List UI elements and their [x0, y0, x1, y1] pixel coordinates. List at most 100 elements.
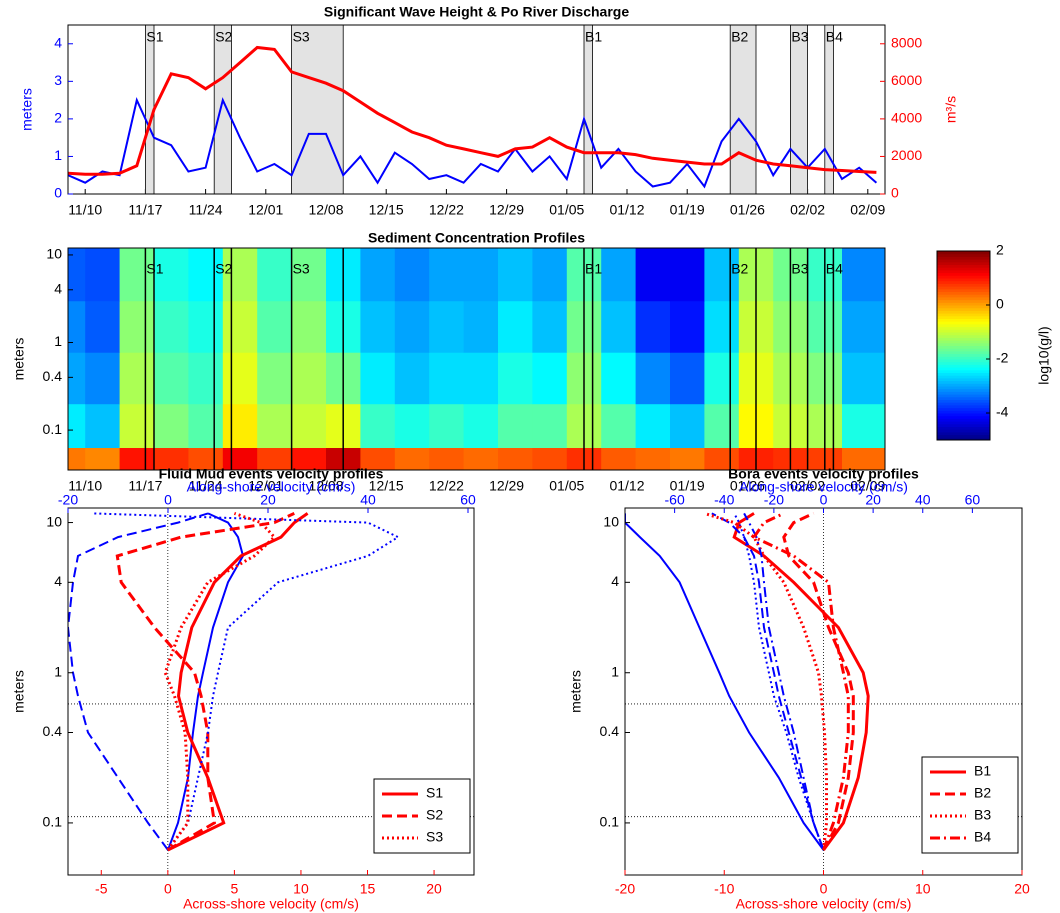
heat-cell — [188, 300, 224, 353]
x2-tick-label: -40 — [714, 492, 734, 508]
heat-cell — [670, 403, 705, 448]
heat-cell — [222, 352, 258, 405]
heat-cell — [68, 403, 86, 448]
heat-cell — [601, 248, 637, 302]
colorbar-step — [937, 337, 990, 341]
colorbar-step — [937, 399, 990, 403]
profile-along — [625, 513, 825, 851]
heat-cell — [119, 352, 155, 405]
colorbar-tick-label: -2 — [996, 350, 1009, 366]
profile-along — [733, 512, 825, 851]
x-tick-label: 02/02 — [790, 478, 825, 494]
x-tick-label: -20 — [615, 881, 635, 897]
colorbar-step — [937, 332, 990, 336]
colorbar-step — [937, 272, 990, 276]
x-tick-label: 12/15 — [369, 202, 404, 218]
heat-cell — [635, 403, 671, 448]
y-tick-label: 0.1 — [43, 814, 63, 830]
heat-cell — [635, 300, 671, 353]
y-tick-label: 4 — [611, 573, 619, 589]
heat-cell — [291, 403, 327, 448]
profile-along — [92, 512, 401, 851]
heat-cell — [463, 403, 499, 448]
heat-cell — [498, 300, 533, 353]
y-tick-label: 10 — [603, 513, 619, 529]
x2-tick-label: -60 — [665, 492, 685, 508]
event-label: S2 — [215, 29, 232, 45]
heat-cell — [532, 352, 568, 405]
legend-label: B3 — [974, 807, 991, 823]
colorbar-step — [937, 372, 990, 376]
heat-cell — [498, 403, 533, 448]
colorbar-step — [937, 421, 990, 425]
heat-cell — [68, 300, 86, 353]
x-tick-label: 12/08 — [308, 478, 343, 494]
y-tick-label: 0.4 — [43, 368, 63, 384]
colorbar-label: log10(g/l) — [1036, 326, 1052, 384]
event-label: B2 — [731, 29, 748, 45]
y-tick-label: 0.4 — [600, 723, 620, 739]
colorbar-step — [937, 256, 990, 260]
colorbar-step — [937, 280, 990, 284]
heat-cell — [85, 300, 121, 353]
x2-tick-label: 0 — [164, 492, 172, 508]
colorbar-step — [937, 364, 990, 368]
heat-cell — [188, 248, 224, 302]
heat-cell — [429, 447, 465, 471]
plot-frame — [67, 247, 886, 471]
legend-label: S1 — [426, 785, 443, 801]
colorbar-step — [937, 313, 990, 317]
heat-cell — [532, 447, 568, 471]
colorbar-step — [937, 318, 990, 322]
colorbar-frame — [936, 250, 991, 441]
event-label: B3 — [791, 29, 808, 45]
colorbar-step — [937, 291, 990, 295]
colorbar-step — [937, 369, 990, 373]
heat-cell — [154, 403, 189, 448]
heat-cell — [532, 403, 568, 448]
heat-cell — [463, 447, 499, 471]
colorbar-step — [937, 267, 990, 271]
x-tick-label: 0 — [820, 881, 828, 897]
heat-cell — [360, 403, 396, 448]
heat-cell — [704, 300, 740, 353]
colorbar-step — [937, 253, 990, 257]
colorbar-step — [937, 278, 990, 282]
colorbar-step — [937, 353, 990, 357]
x2-tick-label: 20 — [260, 492, 276, 508]
heat-cell — [257, 300, 293, 353]
y2-tick-label: 2000 — [891, 147, 922, 163]
colorbar-step — [937, 307, 990, 311]
event-label: B4 — [826, 261, 843, 277]
colorbar-step — [937, 350, 990, 355]
heat-cell — [360, 352, 396, 405]
plot-frame — [67, 24, 886, 195]
colorbar-step — [937, 259, 990, 263]
x2-tick-label: 40 — [360, 492, 376, 508]
colorbar-step — [937, 396, 990, 400]
heat-cell — [222, 248, 258, 302]
heat-cell — [670, 248, 705, 302]
x-tick-label: 11/10 — [68, 478, 102, 494]
profile-across — [167, 512, 309, 852]
heat-cell — [463, 300, 499, 353]
colorbar-step — [937, 386, 990, 390]
y-tick-label: 4 — [54, 280, 62, 296]
heat-cell — [704, 248, 740, 302]
event-span — [213, 24, 232, 195]
heat-cell — [429, 248, 465, 302]
heat-cell — [429, 403, 465, 448]
heat-cell — [119, 300, 155, 353]
colorbar-step — [937, 299, 990, 303]
heat-cell — [670, 352, 705, 405]
heat-cell — [394, 248, 430, 302]
event-label: B1 — [585, 261, 602, 277]
colorbar-step — [937, 348, 990, 352]
x-axis-label: Across-shore velocity (cm/s) — [183, 896, 359, 912]
colorbar-step — [937, 407, 990, 411]
heat-cell — [463, 248, 499, 302]
x-tick-label: 01/19 — [670, 478, 705, 494]
x-tick-label: 11/24 — [189, 478, 223, 494]
colorbar-step — [937, 404, 990, 409]
heat-cell — [635, 352, 671, 405]
